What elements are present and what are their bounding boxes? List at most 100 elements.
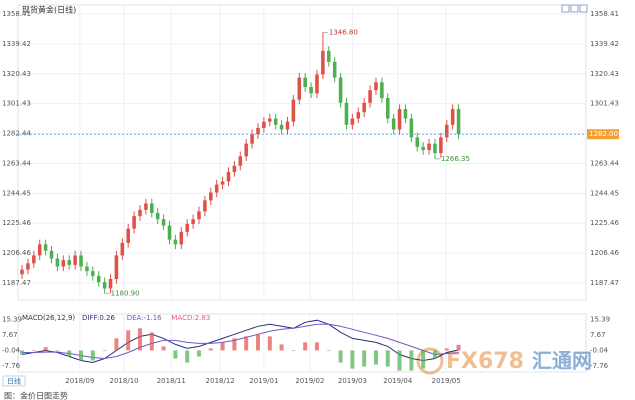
y-tick-label-right: -7.76 (590, 362, 609, 370)
candle (91, 266, 95, 281)
candle-body (344, 102, 349, 125)
candle-body (155, 212, 160, 220)
candle (73, 250, 77, 270)
candle (374, 77, 378, 95)
histogram-bar (43, 347, 48, 351)
period-box[interactable] (2, 375, 26, 387)
candle-body (191, 219, 195, 224)
candle-body (380, 82, 384, 99)
candle-body (409, 118, 414, 138)
annotation-label: 1180.90 (111, 289, 140, 297)
candle-body (327, 50, 331, 62)
candle (391, 113, 396, 135)
y-tick-label-right: 15.39 (590, 315, 610, 323)
candle-body (197, 211, 201, 220)
candle-body (73, 255, 77, 265)
candle (338, 72, 343, 108)
candle (173, 234, 178, 250)
candle-body (114, 255, 119, 280)
candle-body (450, 109, 455, 125)
y-tick-label: 15.39 (2, 315, 22, 323)
histogram-bar (185, 350, 190, 363)
histogram-bar (255, 334, 260, 351)
candle (209, 187, 213, 206)
candle (108, 274, 113, 294)
candle-body (37, 244, 42, 256)
candle (144, 198, 148, 215)
candle-body (273, 118, 278, 125)
y-tick-label: 1225.46 (2, 219, 31, 227)
candle-body (291, 99, 296, 122)
y-tick-label-right: 1225.46 (590, 219, 619, 227)
candle (415, 132, 420, 152)
candle (421, 142, 425, 155)
histogram-bar (138, 328, 143, 351)
candle-body (214, 184, 219, 193)
candle (43, 239, 48, 256)
candle-body (161, 219, 166, 226)
last-price-label: 1282.00 (589, 130, 618, 138)
candle-body (138, 209, 142, 217)
candle-body (220, 181, 225, 185)
candle (327, 46, 331, 67)
y-tick-label-right: 1339.42 (590, 40, 619, 48)
annotation-label: 1266.35 (441, 155, 470, 163)
watermark: FX678 汇通网 (416, 347, 592, 375)
candle (321, 32, 325, 80)
y-tick-label: 1244.45 (2, 189, 31, 197)
y-tick-label: 1187.47 (2, 279, 31, 287)
tool-button[interactable] (561, 4, 570, 13)
candle-body (285, 121, 290, 130)
tool-button[interactable] (570, 4, 579, 13)
watermark-logo (416, 347, 444, 375)
macd-frame (17, 313, 587, 373)
candle-body (303, 77, 307, 88)
x-tick-label: 2018/09 (65, 377, 94, 385)
candle (179, 227, 184, 250)
x-tick-label: 2019/05 (432, 377, 461, 385)
candle (427, 138, 431, 155)
candle-body (309, 87, 313, 94)
candle-body (362, 102, 366, 113)
histogram-bar (279, 344, 284, 351)
histogram-bar (314, 342, 319, 351)
candle-body (203, 200, 207, 212)
candle-body (132, 216, 136, 229)
x-tick-label: 2019/01 (249, 377, 278, 385)
candle-body (49, 250, 54, 259)
candle (244, 138, 248, 161)
candle (220, 176, 225, 190)
candle-body (173, 239, 178, 245)
period-label[interactable]: 日线 (7, 377, 21, 386)
candle (85, 261, 89, 276)
candle (450, 104, 455, 130)
tool-button[interactable] (579, 4, 588, 13)
candle (368, 85, 372, 108)
candle-body (391, 118, 396, 130)
candle-body (126, 228, 130, 243)
toolbar[interactable] (561, 4, 588, 13)
candle (309, 82, 313, 99)
watermark-name: 汇通网 (532, 349, 592, 373)
histogram-bar (350, 350, 355, 369)
candle (315, 69, 319, 99)
candle-body (315, 74, 319, 94)
histogram-bar (31, 350, 36, 351)
histogram-bar (114, 338, 119, 351)
candle-body (120, 242, 125, 256)
candle-body (397, 109, 402, 130)
candle-body (374, 82, 378, 91)
candle-body (433, 143, 437, 154)
candle (409, 113, 414, 143)
y-tick-label: 1358.41 (2, 10, 31, 18)
candle (150, 198, 154, 218)
candle-body (209, 192, 213, 201)
last-price-box (587, 129, 619, 140)
candle-body (250, 134, 254, 144)
y-tick-label: 1282.44 (2, 130, 31, 138)
histogram-bar (267, 336, 272, 351)
candle (279, 120, 284, 135)
y-tick-label-right: 1263.44 (590, 159, 619, 167)
candle-body (256, 127, 260, 135)
main-frame (17, 4, 587, 301)
